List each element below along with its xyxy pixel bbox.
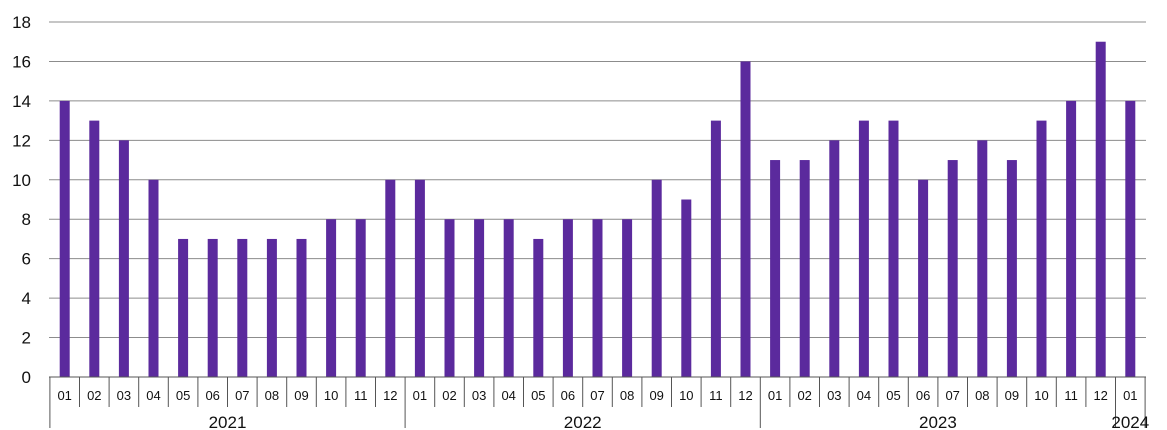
month-tick-label: 06 bbox=[916, 388, 930, 403]
bar bbox=[622, 219, 633, 377]
bar bbox=[740, 61, 751, 377]
grid-layer bbox=[49, 21, 1146, 339]
y-tick-label: 18 bbox=[12, 13, 31, 32]
bar bbox=[237, 238, 248, 377]
month-tick-label: 01 bbox=[413, 388, 427, 403]
bar bbox=[710, 120, 721, 377]
month-tick-label: 12 bbox=[383, 388, 397, 403]
month-tick-label: 03 bbox=[827, 388, 841, 403]
month-tick-label: 01 bbox=[768, 388, 782, 403]
month-tick-label: 09 bbox=[649, 388, 663, 403]
month-tick-label: 02 bbox=[442, 388, 456, 403]
month-tick-label: 12 bbox=[738, 388, 752, 403]
bar bbox=[503, 219, 514, 377]
bar bbox=[385, 179, 396, 377]
month-tick-label: 04 bbox=[501, 388, 515, 403]
year-label: 2024 bbox=[1111, 413, 1149, 430]
month-tick-label: 07 bbox=[590, 388, 604, 403]
y-tick-label: 0 bbox=[22, 368, 31, 387]
y-tick-label: 8 bbox=[22, 210, 31, 229]
bar bbox=[651, 179, 662, 377]
bar bbox=[355, 219, 366, 377]
month-tick-label: 05 bbox=[176, 388, 190, 403]
month-tick-label: 07 bbox=[235, 388, 249, 403]
month-tick-label: 08 bbox=[620, 388, 634, 403]
bar bbox=[977, 140, 988, 377]
month-tick-label: 11 bbox=[709, 388, 723, 403]
bar bbox=[681, 199, 692, 377]
bar bbox=[533, 238, 544, 377]
month-tick-label: 10 bbox=[1034, 388, 1048, 403]
bar bbox=[1066, 100, 1077, 377]
bar bbox=[1006, 160, 1017, 377]
month-tick-label: 07 bbox=[945, 388, 959, 403]
bar bbox=[178, 238, 189, 377]
bar bbox=[296, 238, 307, 377]
y-tick-label: 6 bbox=[22, 250, 31, 269]
bar bbox=[918, 179, 929, 377]
month-tick-label: 03 bbox=[472, 388, 486, 403]
bar bbox=[592, 219, 603, 377]
month-tick-label: 09 bbox=[294, 388, 308, 403]
month-tick-label: 01 bbox=[57, 388, 71, 403]
month-tick-label: 12 bbox=[1093, 388, 1107, 403]
month-tick-label: 02 bbox=[797, 388, 811, 403]
month-tick-label: 06 bbox=[205, 388, 219, 403]
bar bbox=[444, 219, 455, 377]
year-label: 2023 bbox=[919, 413, 957, 430]
bar bbox=[829, 140, 840, 377]
bar bbox=[562, 219, 573, 377]
bar bbox=[89, 120, 100, 377]
year-label: 2021 bbox=[209, 413, 247, 430]
month-tick-label: 03 bbox=[117, 388, 131, 403]
month-tick-label: 11 bbox=[354, 388, 368, 403]
month-tick-label: 02 bbox=[87, 388, 101, 403]
month-tick-label: 04 bbox=[857, 388, 871, 403]
y-tick-label: 14 bbox=[12, 92, 31, 111]
bar bbox=[474, 219, 485, 377]
y-tick-label: 10 bbox=[12, 171, 31, 190]
y-tick-label: 12 bbox=[12, 131, 31, 150]
month-tick-label: 06 bbox=[561, 388, 575, 403]
bar bbox=[118, 140, 129, 377]
year-label: 2022 bbox=[564, 413, 602, 430]
month-tick-label: 08 bbox=[975, 388, 989, 403]
bar bbox=[770, 160, 781, 377]
bar bbox=[858, 120, 869, 377]
month-tick-label: 10 bbox=[324, 388, 338, 403]
bar bbox=[148, 179, 159, 377]
bar bbox=[414, 179, 425, 377]
bar bbox=[1095, 41, 1106, 377]
bar bbox=[1036, 120, 1047, 377]
month-tick-label: 04 bbox=[146, 388, 160, 403]
bar-layer bbox=[59, 41, 1136, 377]
y-tick-label: 2 bbox=[22, 329, 31, 348]
month-tick-label: 11 bbox=[1064, 388, 1078, 403]
bar bbox=[207, 238, 218, 377]
month-tick-label: 05 bbox=[886, 388, 900, 403]
y-tick-label: 4 bbox=[22, 289, 31, 308]
bar bbox=[1125, 100, 1136, 377]
bar bbox=[799, 160, 810, 377]
month-tick-label: 08 bbox=[265, 388, 279, 403]
bar bbox=[888, 120, 899, 377]
bar bbox=[266, 238, 277, 377]
y-tick-label: 16 bbox=[12, 52, 31, 71]
month-tick-label: 09 bbox=[1005, 388, 1019, 403]
month-tick-label: 01 bbox=[1123, 388, 1137, 403]
month-tick-label: 10 bbox=[679, 388, 693, 403]
bar bbox=[59, 100, 70, 377]
axis-layer bbox=[49, 376, 1146, 428]
month-tick-label: 05 bbox=[531, 388, 545, 403]
bar bbox=[326, 219, 337, 377]
bar bbox=[947, 160, 958, 377]
